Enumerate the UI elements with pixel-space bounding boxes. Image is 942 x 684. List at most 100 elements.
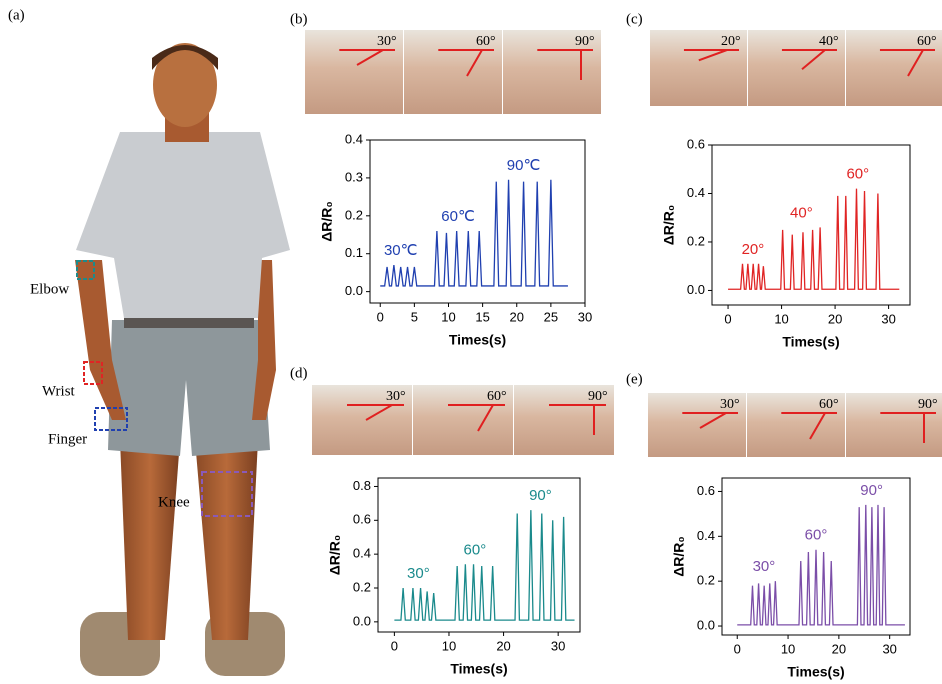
signal-line bbox=[394, 510, 575, 621]
angle-line bbox=[699, 412, 727, 429]
x-tick-label: 5 bbox=[411, 309, 418, 324]
x-axis-label: Times(s) bbox=[782, 334, 839, 350]
x-tick-label: 30 bbox=[551, 638, 565, 653]
body-label: Elbow bbox=[30, 281, 69, 297]
panel-label: (e) bbox=[626, 371, 643, 387]
panel-label: (a) bbox=[8, 7, 25, 23]
x-tick-label: 0 bbox=[391, 638, 398, 653]
photo bbox=[846, 30, 942, 106]
annotation: 60° bbox=[846, 166, 869, 183]
y-tick-label: 0.2 bbox=[353, 579, 371, 594]
x-tick-label: 20 bbox=[828, 311, 842, 326]
body-label: Knee bbox=[158, 494, 190, 510]
angle-line bbox=[801, 49, 826, 71]
plot-frame bbox=[369, 139, 586, 304]
y-tick-label: 0.0 bbox=[353, 613, 371, 628]
x-tick-label: 10 bbox=[442, 638, 456, 653]
angle-label: 60° bbox=[487, 389, 507, 404]
annotation: 30° bbox=[407, 565, 430, 582]
angle-label: 60° bbox=[476, 34, 496, 49]
angle-label: 20° bbox=[721, 34, 741, 49]
plot-frame bbox=[721, 477, 911, 636]
y-tick-label: 0.1 bbox=[345, 245, 363, 260]
y-axis-label: ΔR/R₀ bbox=[327, 535, 343, 575]
sensor-box bbox=[76, 260, 95, 280]
x-tick-label: 30 bbox=[881, 311, 895, 326]
hair bbox=[152, 45, 218, 70]
photo bbox=[748, 30, 845, 106]
photo bbox=[648, 393, 746, 457]
angle-line bbox=[365, 404, 393, 421]
photo bbox=[846, 393, 942, 457]
x-tick-label: 10 bbox=[774, 311, 788, 326]
y-tick-label: 0.0 bbox=[345, 283, 363, 298]
plot-frame bbox=[711, 144, 911, 306]
x-tick-label: 30 bbox=[578, 309, 592, 324]
x-tick-label: 20 bbox=[510, 309, 524, 324]
panel-label: (b) bbox=[290, 11, 308, 27]
angle-line bbox=[809, 412, 826, 440]
y-axis-label: ΔR/R₀ bbox=[671, 536, 687, 576]
y-tick-label: 0.4 bbox=[687, 185, 705, 200]
y-tick-label: 0.2 bbox=[687, 233, 705, 248]
annotation: 60° bbox=[464, 541, 487, 558]
y-axis-label: ΔR/R₀ bbox=[661, 205, 677, 245]
angle-label: 30° bbox=[386, 389, 406, 404]
x-tick-label: 30 bbox=[882, 641, 896, 656]
angle-line bbox=[698, 49, 728, 62]
shorts bbox=[108, 320, 270, 456]
y-tick-label: 0.6 bbox=[697, 483, 715, 498]
photo bbox=[404, 30, 502, 114]
x-tick-label: 0 bbox=[734, 641, 741, 656]
y-axis-label: ΔR/R₀ bbox=[319, 201, 335, 241]
annotation: 30℃ bbox=[384, 242, 418, 259]
head bbox=[153, 43, 217, 127]
angle-line bbox=[466, 49, 483, 77]
y-tick-label: 0.4 bbox=[697, 528, 715, 543]
annotation: 90° bbox=[860, 482, 883, 499]
x-axis-label: Times(s) bbox=[787, 664, 844, 680]
angle-line bbox=[907, 49, 924, 77]
x-tick-label: 10 bbox=[781, 641, 795, 656]
y-tick-label: 0.6 bbox=[687, 136, 705, 151]
x-tick-label: 0 bbox=[377, 309, 384, 324]
panel-label: (c) bbox=[626, 11, 643, 27]
photo bbox=[312, 385, 412, 455]
angle-label: 60° bbox=[917, 34, 937, 49]
leg bbox=[120, 440, 180, 640]
annotation: 90℃ bbox=[507, 157, 541, 174]
annotation: 60℃ bbox=[441, 208, 475, 225]
y-tick-label: 0.0 bbox=[697, 617, 715, 632]
photo bbox=[503, 30, 601, 114]
sensor-box bbox=[83, 361, 103, 385]
photo bbox=[413, 385, 513, 455]
y-tick-label: 0.4 bbox=[353, 546, 371, 561]
y-tick-label: 0.3 bbox=[345, 169, 363, 184]
angle-line bbox=[477, 404, 494, 432]
photo bbox=[747, 393, 845, 457]
x-tick-label: 20 bbox=[832, 641, 846, 656]
sensor-box bbox=[94, 407, 128, 431]
photo bbox=[514, 385, 614, 455]
x-tick-label: 20 bbox=[496, 638, 510, 653]
body-label: Wrist bbox=[42, 383, 76, 399]
annotation: 60° bbox=[805, 527, 828, 544]
y-tick-label: 0.6 bbox=[353, 512, 371, 527]
x-tick-label: 0 bbox=[724, 311, 731, 326]
body-label: Finger bbox=[48, 431, 87, 447]
photo bbox=[305, 30, 403, 114]
angle-label: 60° bbox=[819, 397, 839, 412]
arm bbox=[75, 260, 126, 420]
signal-line bbox=[728, 188, 900, 290]
angle-label: 90° bbox=[588, 389, 608, 404]
y-tick-label: 0.2 bbox=[697, 573, 715, 588]
angle-label: 30° bbox=[377, 34, 397, 49]
x-axis-label: Times(s) bbox=[450, 661, 507, 677]
x-tick-label: 10 bbox=[441, 309, 455, 324]
x-tick-label: 15 bbox=[475, 309, 489, 324]
annotation: 90° bbox=[529, 487, 552, 504]
y-tick-label: 0.0 bbox=[687, 282, 705, 297]
annotation: 30° bbox=[753, 558, 776, 575]
x-tick-label: 25 bbox=[544, 309, 558, 324]
